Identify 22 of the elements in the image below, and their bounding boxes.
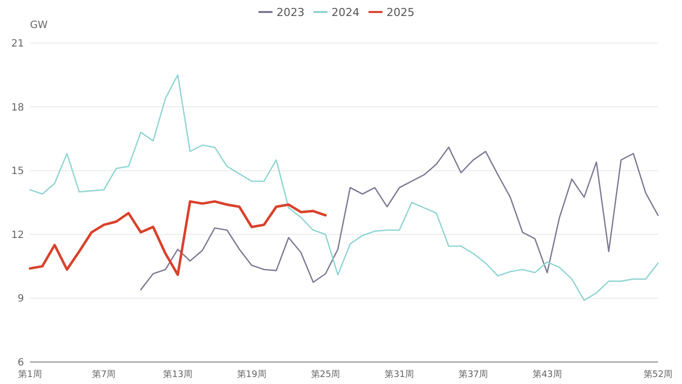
y-tick-label: 6 [18,358,24,368]
x-tick-label: 第31周 [384,369,414,380]
x-tick-label: 第25周 [310,369,340,380]
x-tick-label: 第7周 [92,369,116,380]
x-tick-label: 第43周 [532,369,562,380]
y-tick-label: 15 [11,166,24,178]
legend-label: 2025 [386,6,414,19]
x-tick-label: 第37周 [458,369,488,380]
line-series [28,200,327,276]
legend-label: 2024 [332,6,360,19]
legend-label: 2023 [276,6,304,19]
x-tick-label: 第13周 [163,369,192,380]
y-axis-title: GW [30,20,48,31]
x-tick-label: 第52周 [643,369,673,380]
y-tick-label: 9 [18,294,24,305]
y-tick-label: 21 [11,38,24,50]
x-tick-label: 第19周 [236,369,266,380]
y-tick-label: 12 [11,230,24,241]
line-series [140,146,659,290]
x-tick-label: 第1周 [18,369,42,380]
y-tick-label: 18 [11,102,24,114]
line-series [29,74,659,301]
